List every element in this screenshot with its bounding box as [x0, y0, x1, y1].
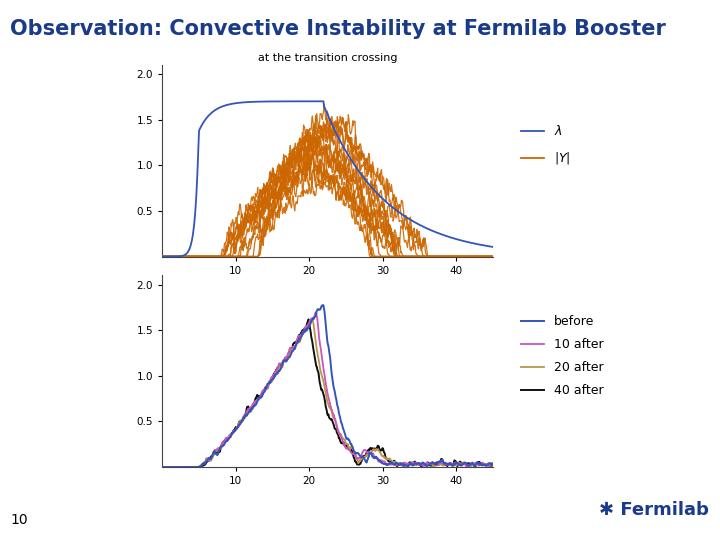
Line: 20 after: 20 after	[162, 320, 493, 467]
40 after	[354, 461, 362, 468]
20 after	[408, 459, 416, 465]
10 after	[354, 456, 362, 463]
before	[243, 411, 251, 417]
before	[158, 464, 166, 470]
10 after	[489, 462, 498, 469]
Text: 10: 10	[10, 512, 27, 526]
10 after	[312, 309, 320, 315]
before	[307, 317, 316, 323]
20 after	[158, 464, 166, 470]
before	[489, 462, 498, 468]
Text: Observation: Convective Instability at Fermilab Booster: Observation: Convective Instability at F…	[10, 19, 666, 39]
10 after	[408, 461, 416, 468]
before	[354, 450, 362, 456]
before	[379, 461, 388, 467]
before	[216, 444, 225, 450]
Title: at the transition crossing: at the transition crossing	[258, 52, 397, 63]
40 after	[308, 339, 317, 346]
20 after	[489, 461, 498, 467]
before	[318, 302, 327, 308]
40 after	[379, 448, 388, 455]
Line: 10 after: 10 after	[162, 312, 493, 467]
Legend: before, 10 after, 20 after, 40 after: before, 10 after, 20 after, 40 after	[516, 310, 608, 402]
Text: ✱ Fermilab: ✱ Fermilab	[599, 502, 709, 519]
40 after	[408, 462, 416, 468]
Line: before: before	[162, 305, 493, 467]
40 after	[243, 404, 251, 410]
10 after	[158, 464, 166, 470]
20 after	[354, 458, 362, 464]
Legend: $\lambda$, $|Y|$: $\lambda$, $|Y|$	[516, 119, 575, 172]
40 after	[489, 462, 498, 469]
10 after	[243, 407, 251, 414]
Line: 40 after: 40 after	[162, 320, 493, 467]
20 after	[308, 317, 317, 323]
40 after	[216, 446, 225, 452]
before	[408, 461, 416, 468]
40 after	[305, 316, 313, 323]
10 after	[307, 315, 316, 322]
10 after	[379, 458, 388, 464]
10 after	[216, 443, 225, 450]
40 after	[158, 464, 166, 470]
20 after	[379, 453, 388, 460]
20 after	[243, 412, 251, 418]
20 after	[216, 445, 225, 451]
20 after	[307, 317, 316, 323]
